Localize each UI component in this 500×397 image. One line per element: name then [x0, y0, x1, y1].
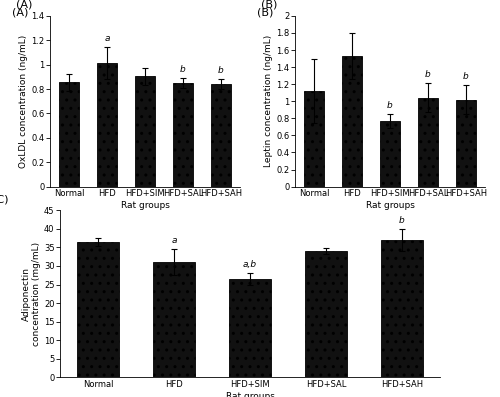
- Text: b: b: [218, 66, 224, 75]
- Bar: [342, 56, 362, 187]
- Bar: [172, 83, 194, 187]
- Bar: [305, 251, 347, 377]
- Bar: [77, 242, 119, 377]
- Bar: [58, 82, 80, 187]
- Y-axis label: Adiponectin
concentration (mg/mL): Adiponectin concentration (mg/mL): [22, 242, 41, 346]
- Text: b: b: [387, 101, 393, 110]
- Bar: [304, 91, 324, 187]
- Text: (A): (A): [16, 0, 32, 10]
- Bar: [210, 84, 232, 187]
- Bar: [381, 240, 423, 377]
- Text: (A): (A): [12, 7, 28, 17]
- Text: a: a: [104, 34, 110, 43]
- Text: (B): (B): [257, 7, 274, 17]
- Bar: [456, 100, 476, 187]
- X-axis label: Rat groups: Rat groups: [366, 201, 414, 210]
- Bar: [380, 121, 400, 187]
- Bar: [418, 98, 438, 187]
- Text: a,b: a,b: [243, 260, 257, 269]
- Y-axis label: Leptin concentration (ng/mL): Leptin concentration (ng/mL): [264, 35, 274, 168]
- Bar: [153, 262, 195, 377]
- X-axis label: Rat groups: Rat groups: [120, 201, 170, 210]
- Text: a: a: [171, 236, 177, 245]
- Bar: [229, 279, 271, 377]
- Bar: [134, 76, 156, 187]
- Y-axis label: OxLDL concentration (ng/mL): OxLDL concentration (ng/mL): [20, 35, 28, 168]
- Text: b: b: [180, 65, 186, 74]
- Text: (C): (C): [0, 194, 8, 204]
- Text: b: b: [425, 70, 431, 79]
- Bar: [96, 63, 117, 187]
- X-axis label: Rat groups: Rat groups: [226, 392, 274, 397]
- Text: b: b: [463, 72, 469, 81]
- Text: b: b: [399, 216, 405, 225]
- Text: (B): (B): [261, 0, 277, 10]
